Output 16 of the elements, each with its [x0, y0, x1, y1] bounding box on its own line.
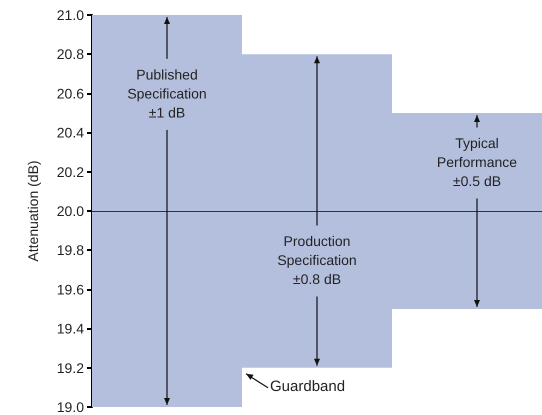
y-tick-label: 19.0: [56, 399, 84, 415]
y-tick-label: 19.2: [56, 360, 84, 376]
y-tick-label: 20.8: [56, 46, 84, 62]
y-axis-title: Attenuation (dB): [25, 160, 41, 262]
annotation: Typical Performance ±0.5 dB: [436, 135, 518, 189]
y-tick-label: 20.6: [56, 85, 84, 102]
annotation: Published Specification ±1 dB: [127, 66, 207, 120]
y-tick-label: 19.8: [56, 242, 84, 258]
y-tick-label: 19.4: [56, 320, 84, 337]
annotation: Guardband: [270, 378, 346, 395]
y-tick-label: 19.6: [56, 281, 84, 298]
y-tick-label: 20.0: [56, 203, 84, 219]
annotation: Production Specification ±0.8 dB: [277, 233, 357, 287]
y-tick-label: 21.0: [56, 7, 84, 23]
y-tick-label: 20.2: [56, 164, 84, 180]
y-tick-label: 20.4: [56, 124, 84, 141]
